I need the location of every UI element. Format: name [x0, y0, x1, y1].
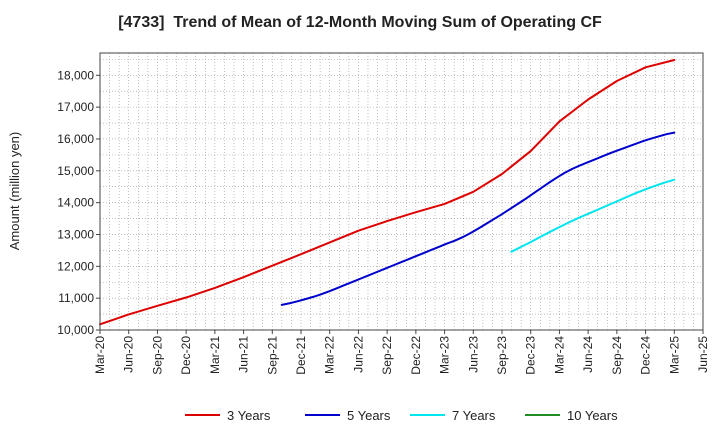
legend-label: 10 Years	[567, 408, 618, 423]
y-tick-label: 10,000	[57, 323, 94, 337]
x-tick-label: Sep-24	[610, 336, 624, 375]
legend-label: 3 Years	[227, 408, 271, 423]
x-tick-label: Jun-21	[237, 336, 251, 373]
plot-area	[100, 53, 703, 330]
x-tick-label: Sep-23	[495, 336, 509, 375]
y-tick-label: 15,000	[57, 164, 94, 178]
y-tick-label: 14,000	[57, 196, 94, 210]
chart-title: [4733] Trend of Mean of 12-Month Moving …	[118, 14, 602, 31]
x-tick-label: Jun-20	[122, 336, 136, 373]
y-axis-ticks: 10,000 11,000 12,000 13,000 14,000 15,000 16,0…	[57, 68, 100, 337]
x-tick-label: Jun-23	[466, 336, 480, 373]
x-tick-label: Mar-24	[552, 336, 566, 374]
x-axis-ticks: Mar-20 Jun-20 Sep-20 Dec-20 Mar-21 Jun-21 Sep-…	[93, 330, 710, 375]
x-tick-label: Jun-25	[696, 336, 710, 373]
legend: 3 Years 5 Years 7 Years 10 Years	[185, 408, 618, 423]
x-tick-label: Sep-21	[265, 336, 279, 375]
legend-label: 7 Years	[452, 408, 496, 423]
series-line-3-years	[99, 59, 676, 326]
x-tick-label: Mar-21	[208, 336, 222, 374]
y-axis-label: Amount (million yen)	[7, 132, 22, 251]
x-tick-label: Mar-22	[323, 336, 337, 374]
y-tick-label: 13,000	[57, 227, 94, 241]
y-tick-label: 11,000	[58, 291, 94, 305]
series-line-7-years	[510, 178, 676, 253]
x-tick-label: Dec-20	[179, 336, 193, 375]
x-tick-label: Jun-22	[351, 336, 365, 373]
x-tick-label: Mar-20	[93, 336, 107, 374]
series-line-5-years	[280, 131, 676, 306]
y-tick-label: 18,000	[57, 68, 94, 82]
x-tick-label: Mar-25	[667, 336, 681, 374]
y-tick-label: 16,000	[57, 132, 94, 146]
x-tick-label: Dec-21	[294, 336, 308, 375]
x-tick-label: Dec-23	[524, 336, 538, 375]
series-lines	[99, 59, 676, 326]
x-tick-label: Dec-22	[409, 336, 423, 375]
x-tick-label: Sep-22	[380, 336, 394, 375]
legend-label: 5 Years	[347, 408, 391, 423]
plot-border	[99, 52, 704, 331]
x-tick-label: Sep-20	[150, 336, 164, 375]
y-tick-label: 12,000	[57, 259, 94, 273]
x-tick-label: Jun-24	[581, 336, 595, 373]
y-tick-label: 17,000	[57, 100, 94, 114]
x-tick-label: Dec-24	[639, 336, 653, 375]
grid-lines	[99, 53, 704, 331]
x-tick-label: Mar-23	[438, 336, 452, 374]
